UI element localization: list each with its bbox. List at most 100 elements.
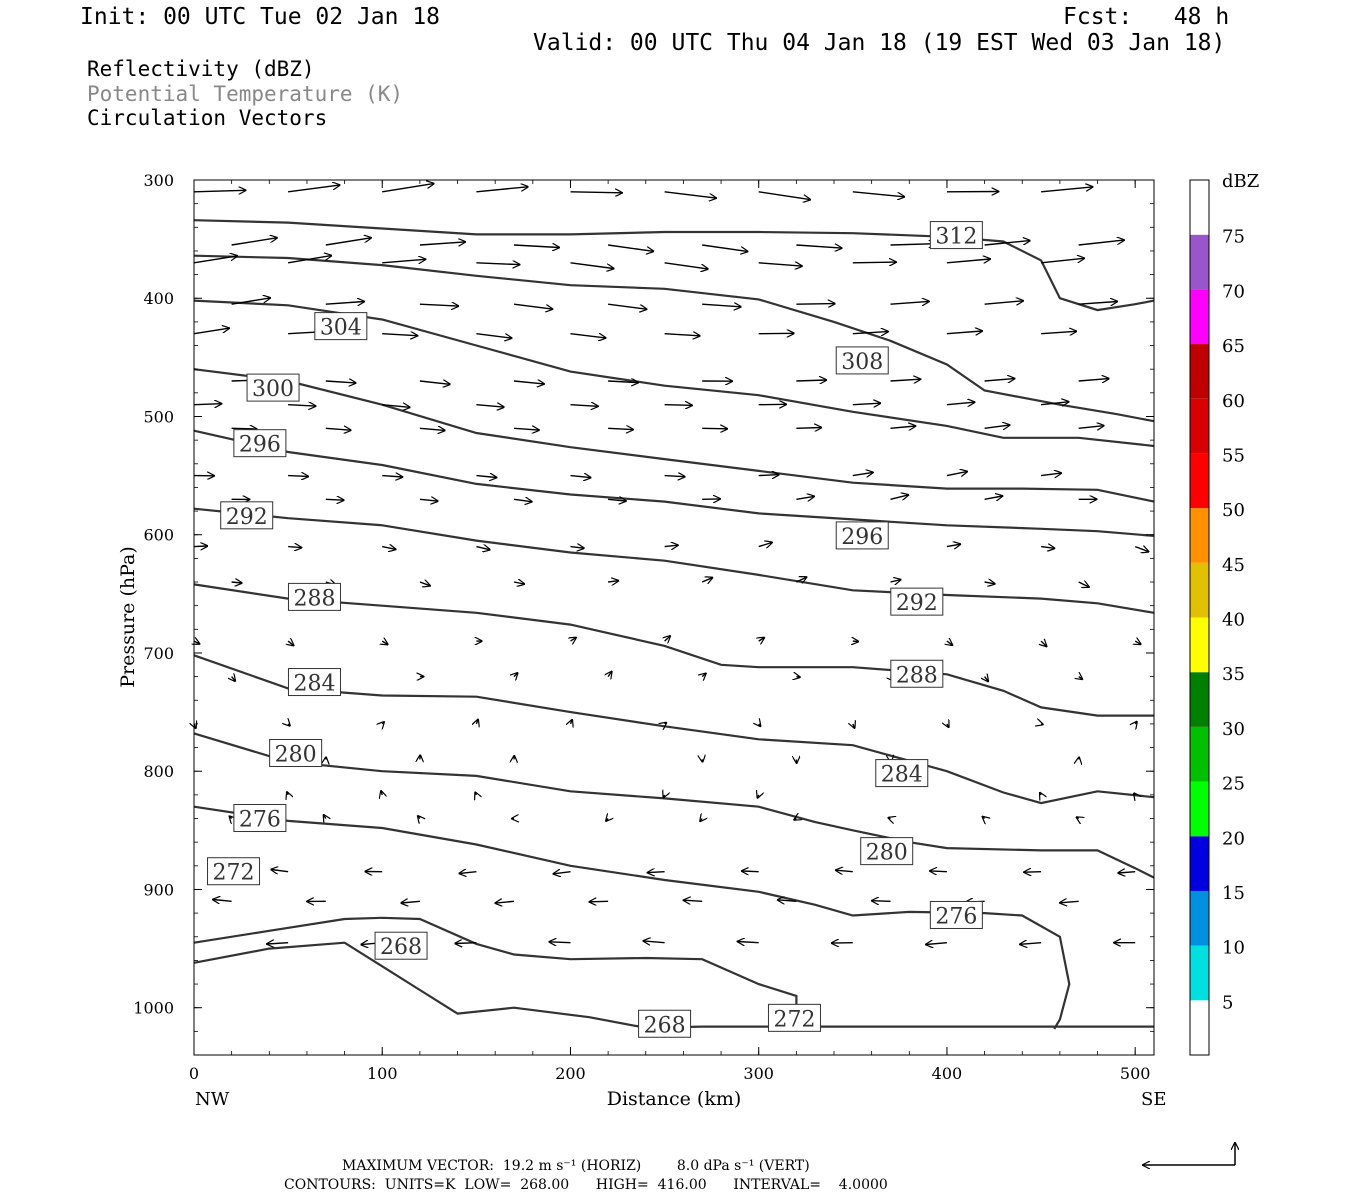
circulation-vector xyxy=(890,379,921,381)
circulation-vector xyxy=(231,298,270,305)
contour-label-box xyxy=(875,759,929,788)
circulation-vector xyxy=(702,428,727,429)
colorbar-segment xyxy=(1190,836,1209,891)
contour-label-box xyxy=(269,738,323,767)
circulation-vector xyxy=(758,191,810,200)
contour-label-308: 308 xyxy=(841,350,883,375)
circulation-vector xyxy=(984,496,1003,499)
circulation-vector xyxy=(890,580,901,582)
circulation-vector xyxy=(230,816,232,818)
contour-label-box xyxy=(374,931,428,960)
circulation-vector xyxy=(946,544,960,546)
colorbar-level-label: 5 xyxy=(1222,992,1233,1013)
circulation-vector xyxy=(325,302,364,305)
reference-vector-icon xyxy=(1143,1143,1235,1165)
colorbar-level-label: 35 xyxy=(1222,664,1245,685)
circulation-vector xyxy=(1078,582,1089,587)
circulation-vector xyxy=(193,546,207,547)
valid-time: Valid: 00 UTC Thu 04 Jan 18 (19 EST Wed … xyxy=(533,30,1226,56)
contour-label-272: 272 xyxy=(773,1007,815,1032)
legend-potential-temperature: Potential Temperature (K) xyxy=(87,82,404,106)
circulation-vector xyxy=(194,641,199,644)
theta-contour-272 xyxy=(193,916,798,1020)
colorbar-segment xyxy=(1190,289,1209,345)
circulation-vector xyxy=(513,303,552,309)
circulation-vector xyxy=(947,724,949,727)
contour-label-box xyxy=(233,804,287,833)
circulation-vector xyxy=(288,405,315,406)
circulation-vector xyxy=(664,191,716,198)
circulation-vector xyxy=(419,381,450,384)
y-tick-label: 900 xyxy=(143,880,174,899)
x-tick-label: 300 xyxy=(743,1064,774,1083)
x-tick-label: 0 xyxy=(189,1064,199,1083)
contour-label-312: 312 xyxy=(935,225,977,250)
circulation-vector xyxy=(1041,402,1068,405)
contour-label-296: 296 xyxy=(239,433,281,458)
circulation-vector xyxy=(1060,901,1079,903)
circulation-vector xyxy=(287,256,331,264)
circulation-vector xyxy=(382,259,425,263)
circulation-vector xyxy=(984,582,995,584)
colorbar: 5 10 15 20 25 30 35 40 45 50 55 60 65 70 75 dBZ xyxy=(1189,171,1259,1056)
circulation-vector xyxy=(926,943,947,945)
colorbar-level-label: 30 xyxy=(1222,719,1245,740)
contour-label-box xyxy=(929,900,983,929)
circulation-vector xyxy=(571,638,576,642)
circulation-vector xyxy=(476,187,527,193)
contour-label-272: 272 xyxy=(213,861,255,886)
axes: 0 100 200 300 400 500 300 400 500 600 700 800 900 100… xyxy=(133,171,1154,1083)
circulation-vector xyxy=(1041,641,1046,646)
circulation-vector xyxy=(550,942,571,943)
colorbar-segment xyxy=(1190,508,1209,563)
circulation-vector xyxy=(852,191,904,197)
legend-circulation-vectors: Circulation Vectors xyxy=(87,106,328,130)
circulation-vector xyxy=(890,244,936,245)
contour-label-box xyxy=(246,373,300,402)
circulation-vector xyxy=(1078,302,1117,305)
circulation-vector xyxy=(193,256,237,264)
circulation-vector xyxy=(193,404,221,405)
circulation-vector xyxy=(476,720,478,724)
circulation-vector xyxy=(475,793,476,795)
circulation-vector xyxy=(738,942,759,943)
theta-contour-284 xyxy=(193,654,1155,805)
circulation-vector xyxy=(946,472,967,476)
circulation-vector xyxy=(984,379,1015,381)
y-tick-label: 400 xyxy=(143,289,174,308)
circulation-vector xyxy=(476,263,519,265)
circulation-vector xyxy=(852,472,873,475)
circulation-vector xyxy=(382,547,395,550)
circulation-vector xyxy=(193,328,229,335)
contour-label-276: 276 xyxy=(239,808,281,833)
circulation-vector xyxy=(930,871,947,872)
contour-label-284: 284 xyxy=(293,672,335,697)
contour-label-box xyxy=(835,521,889,550)
contour-label-box xyxy=(767,1003,821,1032)
circulation-vector xyxy=(455,943,477,944)
circulation-vector xyxy=(985,677,989,682)
colorbar-frame xyxy=(1189,179,1210,1056)
circulation-vector xyxy=(648,872,665,873)
circulation-vector xyxy=(890,301,929,304)
circulation-vector xyxy=(1134,793,1135,795)
colorbar-segment xyxy=(1190,672,1209,727)
colorbar-segment xyxy=(1190,945,1209,1001)
y-tick-label: 500 xyxy=(143,407,174,426)
circulation-vector xyxy=(853,724,855,728)
circulation-vector xyxy=(608,672,612,677)
contour-label-box xyxy=(233,429,287,458)
circulation-vector xyxy=(608,244,653,251)
circulation-vector xyxy=(213,900,232,902)
circulation-vector xyxy=(794,819,796,820)
circulation-vector xyxy=(700,819,702,822)
colorbar-level-label: 55 xyxy=(1222,445,1245,466)
contour-label-box xyxy=(890,659,944,688)
circulation-vector xyxy=(570,476,591,478)
x-axis-title: Distance (km) xyxy=(607,1088,742,1110)
colorbar-segment xyxy=(1190,344,1209,399)
y-tick-label: 700 xyxy=(143,644,174,663)
circulation-vector xyxy=(288,185,339,193)
circulation-vector xyxy=(1134,547,1148,552)
circulation-vector xyxy=(1078,426,1104,429)
